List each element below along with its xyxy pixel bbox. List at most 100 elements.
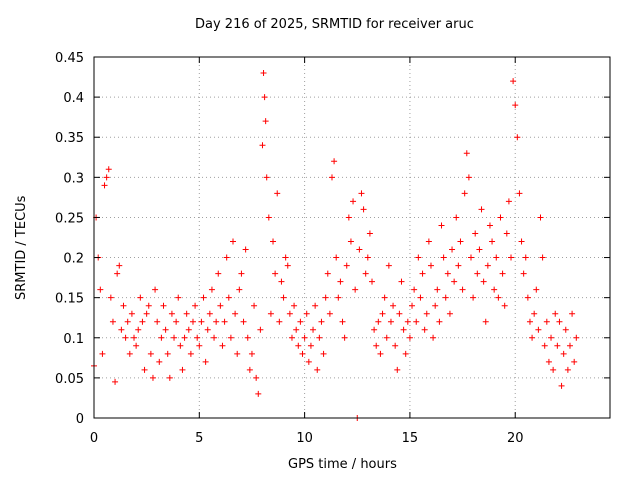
data-point <box>187 350 194 357</box>
data-point <box>118 326 125 333</box>
data-point <box>442 294 449 301</box>
data-point <box>276 318 283 325</box>
data-point <box>259 142 266 149</box>
data-point <box>299 350 306 357</box>
data-point <box>569 310 576 317</box>
data-point <box>449 246 456 253</box>
data-point <box>446 310 453 317</box>
data-point <box>232 310 239 317</box>
data-point <box>242 246 249 253</box>
data-point <box>267 310 274 317</box>
y-axis-label: SRMTID / TECUs <box>14 195 29 300</box>
data-point <box>333 254 340 261</box>
x-tick-label: 20 <box>507 431 524 446</box>
data-point <box>510 78 517 85</box>
data-point <box>548 334 555 341</box>
data-point <box>236 286 243 293</box>
data-point <box>486 222 493 229</box>
data-point <box>537 214 544 221</box>
data-point <box>364 254 371 261</box>
data-point <box>543 318 550 325</box>
x-tick-label: 10 <box>296 431 313 446</box>
data-point <box>337 278 344 285</box>
data-point <box>322 294 329 301</box>
data-point <box>390 302 397 309</box>
data-point <box>529 334 536 341</box>
data-point <box>135 326 142 333</box>
data-point <box>375 318 382 325</box>
data-point <box>303 310 310 317</box>
data-point <box>438 222 445 229</box>
data-point <box>126 350 133 357</box>
data-point <box>499 270 506 277</box>
data-point <box>453 214 460 221</box>
y-tick-label: 0.45 <box>55 51 84 66</box>
data-point <box>356 246 363 253</box>
data-point <box>362 270 369 277</box>
data-point <box>480 278 487 285</box>
data-point <box>526 318 533 325</box>
data-point <box>417 294 424 301</box>
data-point <box>320 350 327 357</box>
data-point <box>350 198 357 205</box>
data-point <box>493 254 500 261</box>
data-point <box>427 262 434 269</box>
y-tick-label: 0.1 <box>63 332 84 347</box>
data-point <box>430 334 437 341</box>
data-point <box>301 334 308 341</box>
data-point <box>211 334 218 341</box>
data-point <box>489 238 496 245</box>
data-point <box>175 294 182 301</box>
data-point <box>495 294 502 301</box>
data-point <box>103 174 110 181</box>
data-point <box>335 294 342 301</box>
data-point <box>284 262 291 269</box>
data-point <box>451 278 458 285</box>
data-point <box>573 334 580 341</box>
data-point <box>413 318 420 325</box>
data-point <box>467 254 474 261</box>
data-point <box>524 294 531 301</box>
data-point <box>202 358 209 365</box>
data-point <box>457 238 464 245</box>
data-point <box>476 246 483 253</box>
data-point <box>398 278 405 285</box>
data-point <box>459 286 466 293</box>
data-point <box>238 270 245 277</box>
data-point <box>358 190 365 197</box>
data-point <box>230 238 237 245</box>
x-axis-label: GPS time / hours <box>288 457 397 472</box>
data-point <box>394 366 401 373</box>
data-point <box>128 310 135 317</box>
data-point <box>371 326 378 333</box>
data-point <box>240 318 247 325</box>
data-point <box>179 366 186 373</box>
data-point <box>465 174 472 181</box>
data-point <box>177 342 184 349</box>
data-point <box>139 318 146 325</box>
data-point <box>516 190 523 197</box>
data-point <box>383 334 390 341</box>
data-point <box>520 270 527 277</box>
data-point <box>512 102 519 109</box>
data-point <box>345 214 352 221</box>
data-point <box>185 326 192 333</box>
data-point <box>260 70 267 77</box>
y-tick-label: 0.15 <box>55 292 84 307</box>
data-point <box>278 278 285 285</box>
data-point <box>221 318 228 325</box>
data-point <box>158 334 165 341</box>
data-point <box>387 318 394 325</box>
data-point <box>149 374 156 381</box>
data-point <box>147 350 154 357</box>
data-point <box>120 302 127 309</box>
data-point <box>518 238 525 245</box>
data-point <box>552 310 559 317</box>
data-point <box>200 294 207 301</box>
chart-title: Day 216 of 2025, SRMTID for receiver aru… <box>195 17 474 32</box>
data-point <box>328 174 335 181</box>
data-point <box>381 294 388 301</box>
data-point <box>440 254 447 261</box>
data-point <box>189 318 196 325</box>
data-point <box>514 134 521 141</box>
